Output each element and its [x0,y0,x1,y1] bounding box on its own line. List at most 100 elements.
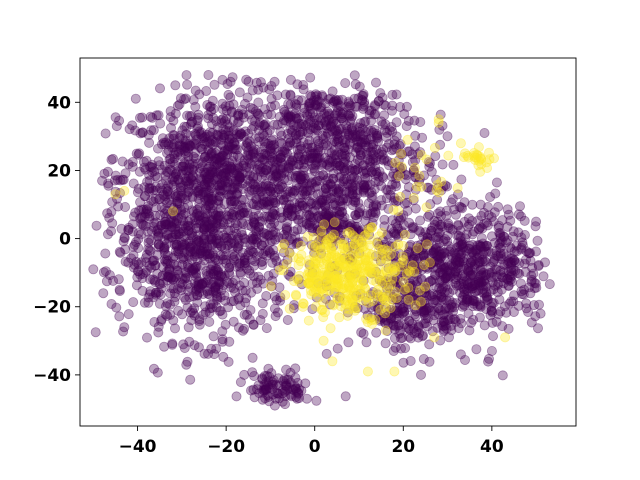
data-point [281,109,292,120]
x-tick-label: 20 [391,437,415,457]
data-point [283,133,294,144]
data-point [120,201,131,212]
data-point [227,212,238,223]
data-point [202,194,213,205]
data-point [102,208,113,219]
data-point [417,132,428,143]
data-point [363,198,374,209]
data-point [189,340,200,351]
data-point [244,163,255,174]
data-point [203,144,214,155]
data-point [285,111,296,122]
data-point [254,200,265,211]
data-point [217,150,228,161]
data-point [184,111,195,122]
data-point [134,112,145,123]
data-point [163,139,174,150]
data-point [262,186,273,197]
data-point [370,155,381,166]
data-point [327,356,338,367]
data-point [184,159,195,170]
data-point [472,150,483,161]
data-point [334,312,345,323]
data-point [272,119,283,130]
data-point [182,110,193,121]
data-point [238,131,249,142]
x-tick-label: 40 [480,437,504,457]
data-point [254,216,265,227]
data-point [223,239,234,250]
data-point [254,117,265,128]
data-point [301,393,312,404]
data-point [463,308,474,319]
data-point [260,203,271,214]
data-point [209,222,220,233]
data-point [533,323,544,334]
data-point [497,370,508,381]
data-point [411,181,422,192]
data-point [208,208,219,219]
data-point [352,131,363,142]
data-point [148,125,159,136]
data-point [238,112,249,123]
data-point [265,281,276,292]
data-point [177,134,188,145]
data-point [202,100,213,111]
data-point [119,233,130,244]
data-point [118,174,129,185]
data-point [506,296,517,307]
data-point [417,330,428,341]
data-point [127,156,138,167]
data-point [192,290,203,301]
data-point [369,109,380,120]
data-point [142,226,153,237]
data-point [200,301,211,312]
data-point [114,311,125,322]
data-point [115,247,126,258]
data-point [164,133,175,144]
data-point [183,151,194,162]
data-point [208,136,219,147]
data-point [279,399,290,410]
data-point [228,316,239,327]
data-point [227,243,238,254]
data-point [255,166,266,177]
data-point [338,237,349,248]
data-point [212,145,223,156]
data-point [299,162,310,173]
data-point [275,149,286,160]
data-point [487,298,498,309]
data-point [237,183,248,194]
data-point [193,230,204,241]
data-point [292,215,303,226]
data-point [187,116,198,127]
data-point [165,112,176,123]
data-point [146,195,157,206]
data-point [232,243,243,254]
data-point [500,332,511,343]
data-point [254,159,265,170]
data-point [225,92,236,103]
data-point [204,219,215,230]
data-point [205,127,216,138]
data-point [251,193,262,204]
data-point [215,210,226,221]
data-point [155,118,166,129]
data-point [203,177,214,188]
data-point [471,344,482,355]
data-point [329,217,340,228]
data-point [131,256,142,267]
data-point [261,290,272,301]
data-point [316,245,327,256]
data-point [246,124,257,135]
data-point [191,208,202,219]
data-point [113,274,124,285]
data-point [367,166,378,177]
data-point [374,271,385,282]
data-point [204,136,215,147]
data-point [360,283,371,294]
data-point [347,183,358,194]
data-point [276,168,287,179]
data-point [162,258,173,269]
data-point [274,184,285,195]
